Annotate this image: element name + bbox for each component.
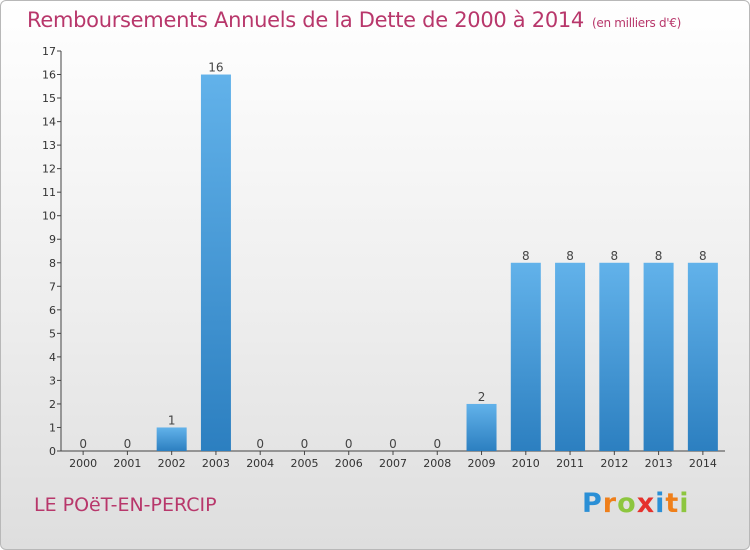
bar — [466, 403, 497, 451]
bar-value-label: 2 — [478, 390, 486, 404]
bar-value-label: 1 — [168, 413, 176, 427]
x-tick-label: 2005 — [290, 457, 318, 470]
x-tick-label: 2011 — [556, 457, 584, 470]
bar-value-label: 8 — [655, 249, 663, 263]
y-tick-label: 8 — [49, 257, 56, 270]
bar — [156, 427, 187, 451]
bar — [555, 262, 586, 451]
y-tick-label: 15 — [42, 92, 56, 105]
x-tick-label: 2000 — [69, 457, 97, 470]
x-tick-label: 2008 — [423, 457, 451, 470]
y-tick-label: 4 — [49, 351, 56, 364]
logo-letter: x — [636, 488, 656, 519]
x-tick-label: 2002 — [158, 457, 186, 470]
y-tick-label: 16 — [42, 69, 56, 82]
y-tick-label: 14 — [42, 116, 56, 129]
bar-value-label: 0 — [345, 437, 353, 451]
y-tick-label: 12 — [42, 163, 56, 176]
y-tick-label: 17 — [42, 45, 56, 58]
y-tick-label: 0 — [49, 445, 56, 458]
y-tick-label: 7 — [49, 280, 56, 293]
x-tick-label: 2012 — [600, 457, 628, 470]
y-tick-label: 2 — [49, 398, 56, 411]
logo-letter: i — [679, 488, 690, 519]
y-tick-label: 13 — [42, 139, 56, 152]
x-tick-label: 2006 — [335, 457, 363, 470]
logo-letter: P — [582, 488, 603, 519]
chart-title: Remboursements Annuels de la Dette de 20… — [27, 8, 682, 32]
x-tick-label: 2013 — [645, 457, 673, 470]
x-tick-label: 2001 — [113, 457, 141, 470]
bar-value-label: 8 — [611, 249, 619, 263]
x-tick-label: 2010 — [512, 457, 540, 470]
bar — [200, 74, 231, 451]
logo-letter: i — [655, 488, 666, 519]
bar-value-label: 0 — [79, 437, 87, 451]
y-tick-label: 5 — [49, 327, 56, 340]
bar-value-label: 0 — [124, 437, 132, 451]
bar-value-label: 8 — [699, 249, 707, 263]
logo-letter: o — [617, 488, 637, 519]
bar — [510, 262, 541, 451]
y-tick-label: 3 — [49, 374, 56, 387]
logo-letter: t — [665, 488, 680, 519]
bar-value-label: 0 — [433, 437, 441, 451]
bar — [599, 262, 630, 451]
bar-value-label: 0 — [256, 437, 264, 451]
bar-value-label: 0 — [301, 437, 309, 451]
y-tick-label: 11 — [42, 186, 56, 199]
bar-value-label: 8 — [522, 249, 530, 263]
logo-letter: r — [602, 488, 618, 519]
x-tick-label: 2009 — [468, 457, 496, 470]
bar — [643, 262, 674, 451]
bar-value-label: 0 — [389, 437, 397, 451]
y-tick-label: 9 — [49, 233, 56, 246]
y-tick-label: 10 — [42, 210, 56, 223]
x-tick-label: 2007 — [379, 457, 407, 470]
y-tick-label: 6 — [49, 304, 56, 317]
bar — [687, 262, 718, 451]
y-tick-label: 1 — [49, 421, 56, 434]
x-tick-label: 2014 — [689, 457, 717, 470]
chart-subtitle: (en milliers d'€) — [592, 16, 682, 30]
x-tick-label: 2004 — [246, 457, 274, 470]
x-tick-label: 2003 — [202, 457, 230, 470]
bar-value-label: 8 — [566, 249, 574, 263]
bar-value-label: 16 — [208, 61, 223, 75]
proxiti-logo: Proxiti — [582, 488, 690, 519]
town-name: LE POëT-EN-PERCIP — [34, 494, 217, 516]
